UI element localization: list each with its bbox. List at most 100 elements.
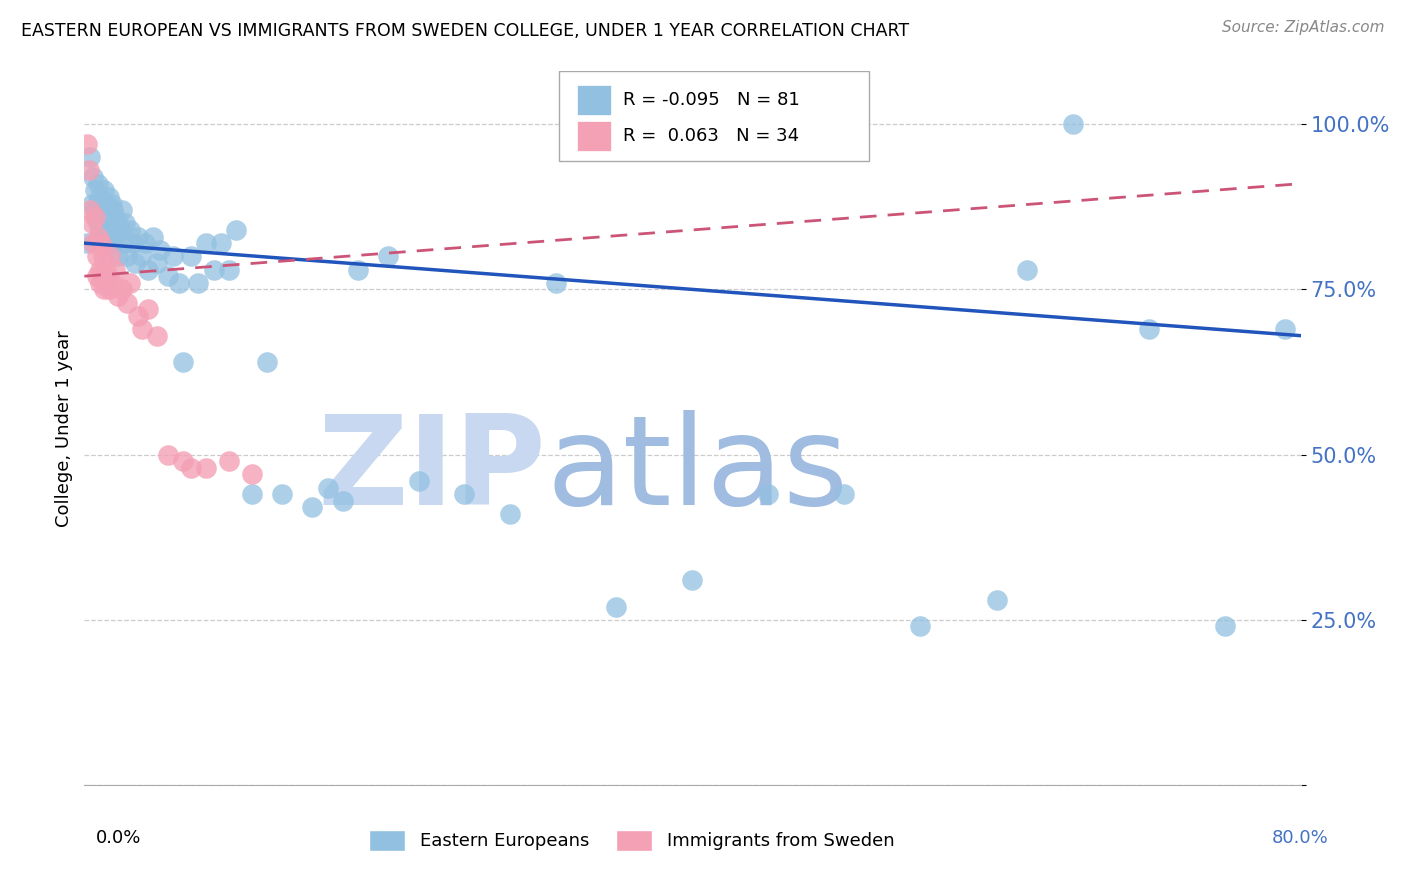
Point (100, 196, 122, 211)
Legend: Eastern Europeans, Immigrants from Sweden: Eastern Europeans, Immigrants from Swede… (361, 822, 901, 858)
Point (93, 229, 115, 244)
Point (80, 216, 103, 230)
Point (194, 460, 218, 475)
Point (136, 262, 159, 277)
Point (129, 249, 152, 263)
Point (84, 210, 107, 224)
Point (87, 229, 110, 244)
Point (91, 203, 114, 218)
Text: 0.0%: 0.0% (96, 829, 141, 847)
Point (156, 448, 179, 462)
Point (97, 282, 120, 296)
Point (499, 507, 522, 521)
Text: ZIP: ZIP (318, 410, 547, 532)
Point (167, 276, 190, 290)
Point (90, 196, 112, 211)
Point (96, 276, 118, 290)
Point (1015, 262, 1038, 277)
Point (834, 487, 856, 501)
Point (91, 249, 114, 263)
Point (118, 276, 141, 290)
Point (89, 276, 111, 290)
Text: R = -0.095   N = 81: R = -0.095 N = 81 (623, 91, 800, 109)
Point (97, 229, 120, 244)
Point (131, 322, 153, 336)
Point (172, 355, 194, 369)
Point (910, 619, 932, 633)
Point (79, 150, 101, 164)
Point (240, 487, 263, 501)
Point (149, 243, 172, 257)
Point (82, 170, 104, 185)
Text: R =  0.063   N = 34: R = 0.063 N = 34 (623, 128, 799, 145)
Point (256, 355, 278, 369)
Point (86, 210, 108, 224)
Point (104, 210, 127, 224)
Point (115, 295, 138, 310)
Point (146, 328, 169, 343)
Point (97, 190, 120, 204)
Point (122, 236, 145, 251)
Point (605, 599, 627, 614)
Point (80, 196, 103, 211)
Point (172, 454, 194, 468)
Point (115, 249, 138, 263)
Point (91, 216, 114, 230)
Point (377, 249, 399, 263)
Point (1274, 322, 1296, 336)
Point (90, 229, 112, 244)
Point (112, 236, 135, 251)
Point (87, 216, 110, 230)
Point (94, 262, 117, 277)
Point (86, 269, 108, 284)
Point (89, 223, 111, 237)
Point (682, 573, 704, 587)
Point (82, 236, 104, 251)
Point (107, 216, 129, 230)
Point (94, 223, 117, 237)
Point (110, 223, 132, 237)
Point (142, 229, 165, 244)
Point (225, 223, 247, 237)
Point (96, 203, 118, 218)
Point (332, 493, 354, 508)
Point (240, 467, 263, 482)
Point (202, 262, 225, 277)
Text: EASTERN EUROPEAN VS IMMIGRANTS FROM SWEDEN COLLEGE, UNDER 1 YEAR CORRELATION CHA: EASTERN EUROPEAN VS IMMIGRANTS FROM SWED… (21, 22, 910, 40)
Point (156, 269, 179, 284)
Point (180, 460, 202, 475)
Point (98, 210, 121, 224)
Point (218, 454, 240, 468)
Bar (576, 121, 612, 152)
Point (84, 183, 107, 197)
Point (104, 229, 127, 244)
Point (134, 236, 156, 251)
Text: atlas: atlas (547, 410, 849, 532)
Point (89, 262, 111, 277)
Point (94, 196, 117, 211)
Point (103, 203, 125, 218)
Point (86, 249, 108, 263)
Point (93, 282, 115, 296)
Point (79, 203, 101, 218)
Point (96, 216, 118, 230)
Point (84, 203, 107, 218)
Point (111, 203, 134, 218)
Text: 80.0%: 80.0% (1272, 829, 1329, 847)
Point (209, 236, 232, 251)
Point (758, 487, 780, 501)
Point (1213, 619, 1236, 633)
Point (271, 487, 294, 501)
Point (86, 196, 108, 211)
Point (544, 276, 567, 290)
Point (453, 487, 475, 501)
Point (127, 309, 149, 323)
Point (118, 223, 141, 237)
Point (1062, 117, 1084, 131)
Point (87, 177, 110, 191)
Point (194, 236, 218, 251)
Point (76, 136, 98, 151)
Point (107, 289, 129, 303)
Point (136, 302, 159, 317)
Point (76, 236, 98, 251)
